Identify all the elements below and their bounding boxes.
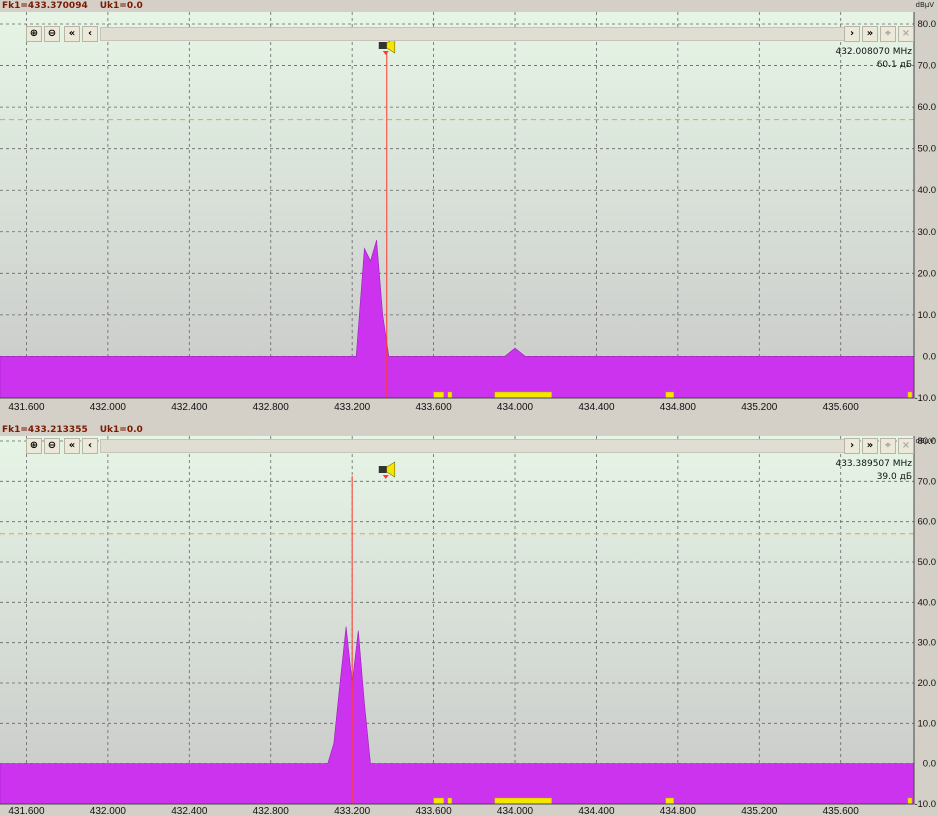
x-tick-label: 435.200 xyxy=(741,402,778,412)
y-tick-label: 10.0 xyxy=(918,718,937,729)
frequency-scrollbar[interactable] xyxy=(100,439,856,453)
pin-icon: ⌖ xyxy=(880,26,896,42)
x-tick-label: 431.600 xyxy=(8,806,45,816)
y-axis-strip xyxy=(914,12,938,412)
double-chevron-left-icon[interactable]: « xyxy=(64,438,80,454)
plot-background xyxy=(0,436,914,816)
unit-label: dBµV xyxy=(915,437,935,445)
chevron-right-icon[interactable]: › xyxy=(844,438,860,454)
speaker-marker-icon xyxy=(378,37,396,55)
close-icon: × xyxy=(898,438,914,454)
x-tick-label: 434.000 xyxy=(497,402,534,412)
zoom-toolbar: ⊕ ⊖ « ‹ › » ⌖ × xyxy=(26,26,914,42)
y-tick-label: 60.0 xyxy=(918,517,937,528)
zoom-out-icon[interactable]: ⊖ xyxy=(44,438,60,454)
occupied-band-marker xyxy=(665,797,675,805)
x-axis-strip xyxy=(0,398,914,412)
y-tick-label: 10.0 xyxy=(918,310,937,321)
readout-level: 39.0 дБ xyxy=(876,472,912,482)
x-tick-label: 432.800 xyxy=(253,402,290,412)
marker-frequency-label: Fk1=433.213355 xyxy=(2,425,88,435)
y-tick-label: 50.0 xyxy=(918,144,937,155)
chevron-left-icon[interactable]: ‹ xyxy=(82,26,98,42)
y-tick-label: 70.0 xyxy=(918,476,937,487)
panel-header: Fk1=433.213355 Uk1=0.0 xyxy=(0,424,938,436)
occupied-band-marker xyxy=(494,797,552,805)
x-tick-label: 434.800 xyxy=(660,806,697,816)
y-tick-label: 80.0 xyxy=(918,19,937,30)
x-tick-label: 432.800 xyxy=(253,806,290,816)
spectrum-plot[interactable]: 431.600 432.000 432.400 432.800 433.200 433.6… xyxy=(0,421,938,816)
x-tick-label: 434.800 xyxy=(660,402,697,412)
marker-frequency-label: Fk1=433.370094 xyxy=(2,1,88,11)
y-tick-label: 20.0 xyxy=(918,678,937,689)
occupied-band-marker xyxy=(447,797,453,805)
y-tick-label: 60.0 xyxy=(918,102,937,113)
y-tick-label: -10.0 xyxy=(914,799,936,810)
x-tick-label: 434.400 xyxy=(578,806,615,816)
y-tick-label: -10.0 xyxy=(914,393,936,404)
y-tick-label: 0.0 xyxy=(923,759,936,770)
y-tick-label: 30.0 xyxy=(918,638,937,649)
y-tick-label: 80.0 xyxy=(918,436,937,447)
occupied-band-marker xyxy=(433,797,445,805)
frequency-scrollbar[interactable] xyxy=(100,27,856,41)
x-tick-label: 434.400 xyxy=(578,402,615,412)
zoom-out-icon[interactable]: ⊖ xyxy=(44,26,60,42)
occupied-band-marker xyxy=(447,391,453,399)
double-chevron-right-icon[interactable]: » xyxy=(862,438,878,454)
y-tick-label: 30.0 xyxy=(918,227,937,238)
occupied-band-marker xyxy=(907,391,913,399)
y-tick-label: 20.0 xyxy=(918,268,937,279)
zoom-in-icon[interactable]: ⊕ xyxy=(26,26,42,42)
x-tick-label: 433.200 xyxy=(334,402,371,412)
x-tick-label: 435.200 xyxy=(741,806,778,816)
y-tick-label: 50.0 xyxy=(918,557,937,568)
zoom-in-icon[interactable]: ⊕ xyxy=(26,438,42,454)
y-tick-label: 70.0 xyxy=(918,61,937,72)
spectrum-area xyxy=(0,240,915,399)
readout-level: 60.1 дБ xyxy=(876,60,912,70)
x-tick-label: 433.600 xyxy=(416,806,453,816)
x-tick-label: 434.000 xyxy=(497,806,534,816)
x-tick-label: 433.200 xyxy=(334,806,371,816)
marker-level-label: Uk1=0.0 xyxy=(99,425,143,435)
marker-level-label: Uk1=0.0 xyxy=(99,1,143,11)
occupied-band-marker xyxy=(907,797,913,805)
speaker-marker-icon xyxy=(378,461,396,479)
x-tick-label: 432.400 xyxy=(171,402,208,412)
readout-frequency: 432.008070 MHz xyxy=(835,47,912,57)
close-icon: × xyxy=(898,26,914,42)
x-tick-label: 432.000 xyxy=(90,402,127,412)
x-tick-label: 432.000 xyxy=(90,806,127,816)
spectrum-panel-bottom: Fk1=433.213355 Uk1=0.0 431.600 432.000 432.… xyxy=(0,421,938,816)
chevron-right-icon[interactable]: › xyxy=(844,26,860,42)
x-tick-label: 431.600 xyxy=(8,402,45,412)
x-tick-label: 432.400 xyxy=(171,806,208,816)
plot-background xyxy=(0,12,914,412)
x-axis-strip xyxy=(0,804,914,816)
readout-frequency: 433.389507 MHz xyxy=(835,459,912,469)
double-chevron-right-icon[interactable]: » xyxy=(862,26,878,42)
double-chevron-left-icon[interactable]: « xyxy=(64,26,80,42)
occupied-band-marker xyxy=(433,391,445,399)
spectrum-plot[interactable]: 431.600 432.000 432.400 432.800 433.200 433.6… xyxy=(0,0,938,412)
y-tick-label: 40.0 xyxy=(918,185,937,196)
pin-icon: ⌖ xyxy=(880,438,896,454)
panel-header: Fk1=433.370094 Uk1=0.0 xyxy=(0,0,938,12)
x-tick-label: 435.600 xyxy=(823,402,860,412)
occupied-band-marker xyxy=(494,391,552,399)
occupied-band-marker xyxy=(665,391,675,399)
y-tick-label: 40.0 xyxy=(918,597,937,608)
y-tick-label: 0.0 xyxy=(923,351,936,362)
chevron-left-icon[interactable]: ‹ xyxy=(82,438,98,454)
x-tick-label: 435.600 xyxy=(823,806,860,816)
x-tick-label: 433.600 xyxy=(416,402,453,412)
zoom-toolbar: ⊕ ⊖ « ‹ › » ⌖ × xyxy=(26,438,914,454)
y-axis-strip xyxy=(914,436,938,816)
spectrum-panel-top: Fk1=433.370094 Uk1=0.0 431.600 432.000 432.… xyxy=(0,0,938,412)
unit-label: dBµV xyxy=(915,1,935,9)
